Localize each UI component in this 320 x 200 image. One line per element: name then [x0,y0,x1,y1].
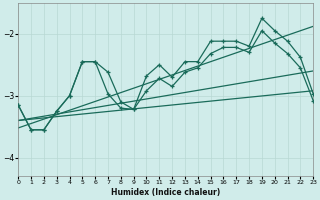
X-axis label: Humidex (Indice chaleur): Humidex (Indice chaleur) [111,188,220,197]
